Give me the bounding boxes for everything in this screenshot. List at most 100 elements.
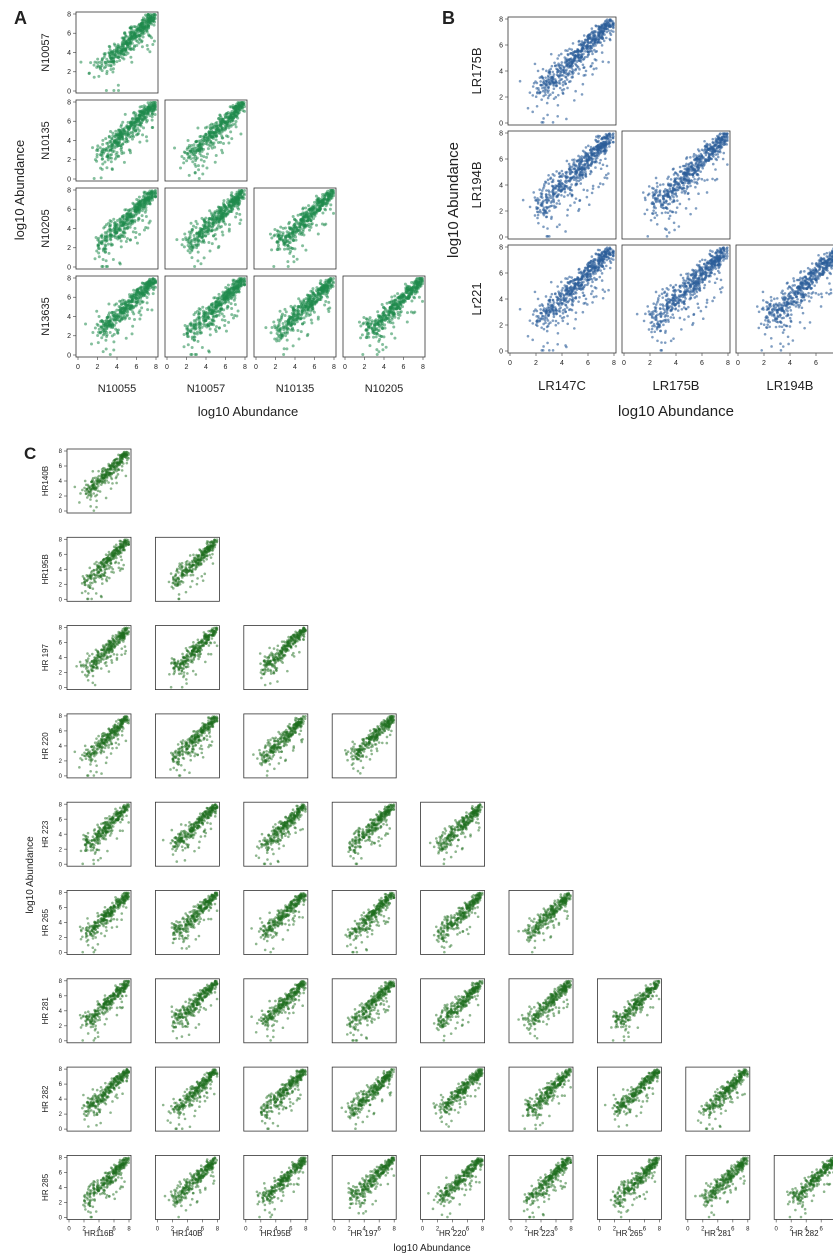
data-point — [97, 75, 100, 78]
data-point — [151, 115, 154, 118]
data-point — [131, 138, 134, 141]
data-point — [114, 311, 117, 314]
data-point — [608, 22, 611, 25]
data-point — [189, 244, 192, 247]
data-point — [203, 219, 206, 222]
data-point — [529, 91, 532, 94]
data-point — [406, 321, 409, 324]
data-point — [610, 33, 613, 36]
data-point — [366, 332, 369, 335]
data-point — [153, 21, 156, 24]
data-point — [201, 346, 204, 349]
data-point — [146, 30, 149, 33]
data-point — [204, 140, 207, 143]
data-point — [124, 221, 127, 224]
data-point — [549, 68, 552, 71]
data-point — [539, 76, 542, 79]
data-point — [270, 248, 273, 251]
data-point — [568, 48, 571, 51]
data-point — [194, 159, 197, 162]
data-point — [612, 22, 615, 25]
data-point — [217, 215, 220, 218]
data-point — [226, 296, 229, 299]
data-point — [109, 353, 112, 356]
data-point — [112, 340, 115, 343]
data-point — [126, 224, 129, 227]
data-point — [391, 309, 394, 312]
data-point — [99, 331, 102, 334]
data-point — [132, 34, 135, 37]
data-point — [111, 322, 114, 325]
data-point — [209, 328, 212, 331]
data-point — [310, 321, 313, 324]
data-point — [376, 353, 379, 356]
data-point — [301, 220, 304, 223]
y-tick-label: 8 — [67, 99, 71, 106]
data-point — [284, 235, 287, 238]
data-point — [559, 82, 562, 85]
data-point — [103, 56, 106, 59]
data-point — [79, 61, 82, 64]
data-point — [220, 225, 223, 228]
data-point — [328, 279, 331, 282]
data-point — [404, 291, 407, 294]
data-point — [534, 63, 537, 66]
data-point — [208, 309, 211, 312]
data-point — [233, 297, 236, 300]
data-point — [209, 333, 212, 336]
data-point — [193, 339, 196, 342]
data-point — [239, 219, 242, 222]
data-point — [104, 231, 107, 234]
data-point — [105, 142, 108, 145]
data-point — [100, 240, 103, 243]
data-point — [125, 124, 128, 127]
data-point — [413, 311, 416, 314]
data-point — [362, 316, 365, 319]
data-point — [381, 343, 384, 346]
data-point — [221, 318, 224, 321]
data-point — [366, 322, 369, 325]
data-point — [577, 49, 580, 52]
data-point — [296, 329, 299, 332]
data-point — [186, 148, 189, 151]
data-point — [182, 238, 185, 241]
data-point — [292, 255, 295, 258]
y-tick-label: 6 — [499, 42, 503, 49]
data-point — [378, 314, 381, 317]
data-point — [100, 265, 103, 268]
data-point — [112, 89, 115, 92]
data-point — [141, 291, 144, 294]
data-point — [120, 235, 123, 238]
data-point — [226, 122, 229, 125]
data-point — [544, 76, 547, 79]
data-point — [231, 283, 234, 286]
data-point — [545, 80, 548, 83]
data-point — [237, 310, 240, 313]
data-point — [108, 252, 111, 255]
panel-b-cell-r2-c1 — [508, 131, 616, 239]
data-point — [283, 241, 286, 244]
panel-a-col-label-n10135: N10135 — [276, 383, 315, 395]
data-point — [380, 335, 383, 338]
panel-b-cell-r1-c1 — [508, 17, 616, 125]
data-point — [125, 337, 128, 340]
data-point — [120, 132, 123, 135]
data-point — [228, 223, 231, 226]
data-point — [381, 324, 384, 327]
data-point — [198, 234, 201, 237]
data-point — [314, 301, 317, 304]
data-point — [98, 328, 101, 331]
data-point — [293, 223, 296, 226]
data-point — [234, 303, 237, 306]
data-point — [566, 59, 569, 62]
data-point — [233, 196, 236, 199]
data-point — [276, 324, 279, 327]
data-point — [132, 123, 135, 126]
data-point — [218, 327, 221, 330]
data-point — [189, 353, 192, 356]
data-point — [126, 314, 129, 317]
data-point — [104, 339, 107, 342]
y-tick-label: 2 — [67, 245, 71, 252]
data-point — [145, 135, 148, 138]
x-tick-label: 4 — [204, 364, 208, 371]
